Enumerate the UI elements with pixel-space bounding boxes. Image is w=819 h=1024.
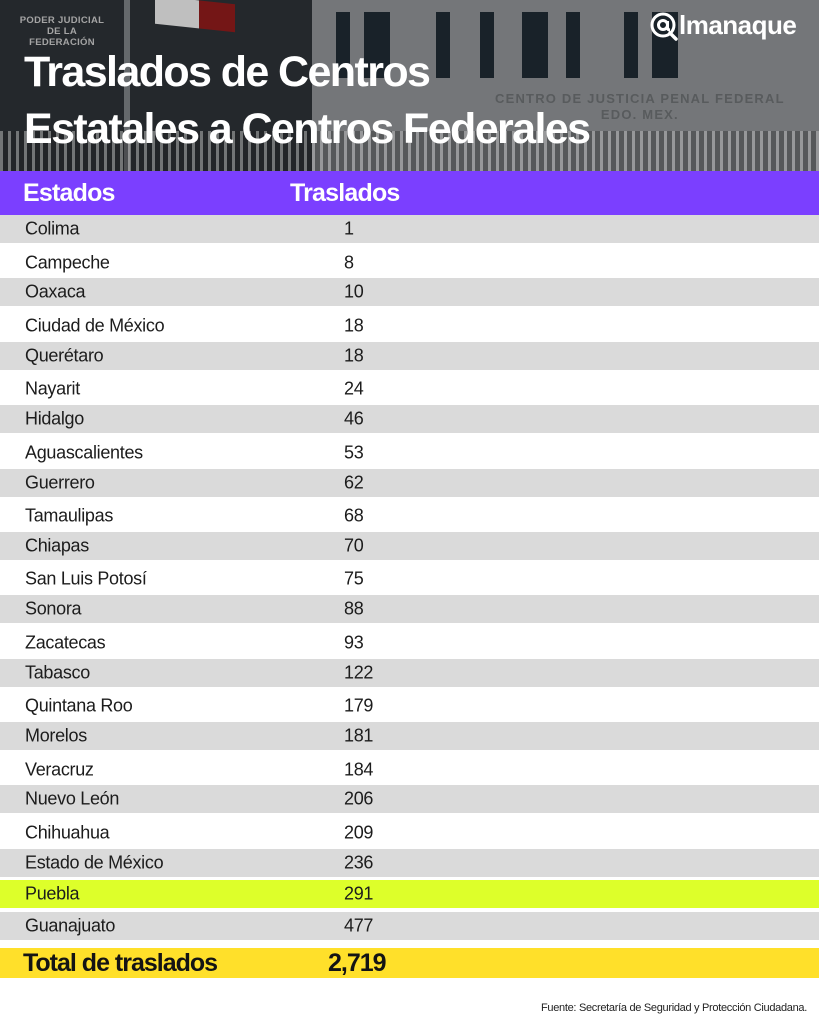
state-name: Quintana Roo [25, 695, 133, 716]
table-row: Hidalgo 46 [0, 405, 819, 434]
table-row: Veracruz 184 [0, 753, 819, 786]
transfer-count: 70 [344, 535, 364, 556]
transfer-count: 206 [344, 788, 374, 809]
state-name: Veracruz [25, 759, 94, 780]
state-name: Querétaro [25, 345, 104, 366]
table-row: Guerrero 62 [0, 468, 819, 497]
table-row: Tamaulipas 68 [0, 500, 819, 532]
state-name: Tabasco [25, 662, 90, 683]
state-name: Guanajuato [25, 915, 116, 936]
state-name: Puebla [25, 883, 80, 904]
table-row: Colima 1 [0, 215, 819, 243]
state-name: Zacatecas [25, 632, 106, 653]
transfer-count: 10 [344, 281, 364, 302]
column-header-estados: Estados [23, 179, 115, 207]
state-name: Sonora [25, 598, 82, 619]
total-label: Total de traslados [23, 949, 218, 977]
table-row: Puebla 291 [0, 880, 819, 909]
table-row: Morelos 181 [0, 722, 819, 750]
state-name: Tamaulipas [25, 505, 114, 526]
state-name: Nayarit [25, 378, 80, 399]
transfer-count: 209 [344, 822, 374, 843]
transfer-count: 53 [344, 442, 364, 463]
table-row: Nayarit 24 [0, 373, 819, 406]
table-row: Guanajuato 477 [0, 912, 819, 941]
transfer-count: 24 [344, 378, 364, 399]
table-row: Campeche 8 [0, 246, 819, 279]
source-note: Fuente: Secretaría de Seguridad y Protec… [540, 1002, 807, 1014]
flag-pole [124, 0, 130, 171]
table-row: Chiapas 70 [0, 531, 819, 560]
transfer-count: 477 [344, 915, 374, 936]
transfer-count: 18 [344, 345, 364, 366]
state-name: Ciudad de México [25, 315, 165, 336]
state-name: Campeche [25, 252, 110, 273]
sign-poder-judicial: PODER JUDICIAL DE LA FEDERACIÓN [19, 15, 105, 48]
table-row: Quintana Roo 179 [0, 690, 819, 722]
transfer-count: 68 [344, 505, 364, 526]
column-header-traslados: Traslados [290, 179, 400, 207]
transfer-count: 88 [344, 598, 364, 619]
fence [0, 131, 819, 171]
state-name: Nuevo León [25, 788, 120, 809]
title-line-1: Traslados de Centros [24, 48, 431, 96]
transfer-count: 1 [344, 218, 354, 239]
transfer-count: 93 [344, 632, 364, 653]
table-row: Oaxaca 10 [0, 278, 819, 307]
brand-name: lmanaque [679, 10, 797, 40]
state-name: Chihuahua [25, 822, 110, 843]
table-row: Querétaro 18 [0, 341, 819, 370]
header-photo: PODER JUDICIAL DE LA FEDERACIÓN CENTRO D… [0, 0, 819, 171]
transfer-count: 236 [344, 852, 374, 873]
brand-logo: lmanaque [650, 10, 797, 41]
transfer-count: 18 [344, 315, 364, 336]
table-row: Tabasco 122 [0, 658, 819, 687]
state-name: San Luis Potosí [25, 568, 147, 589]
table-row: Estado de México 236 [0, 848, 819, 877]
table-row: Zacatecas 93 [0, 626, 819, 659]
transfer-count: 179 [344, 695, 374, 716]
table-row: Chihuahua 209 [0, 817, 819, 849]
state-name: Colima [25, 218, 80, 239]
state-name: Morelos [25, 725, 87, 746]
table-row: Aguascalientes 53 [0, 436, 819, 469]
state-name: Chiapas [25, 535, 89, 556]
total-value: 2,719 [328, 949, 387, 977]
table-row: Ciudad de México 18 [0, 310, 819, 342]
state-name: Oaxaca [25, 281, 86, 302]
transfer-count: 181 [344, 725, 374, 746]
table-body: Colima 1 Campeche 8 Oaxaca 10 Ciudad de México… [0, 215, 819, 944]
at-magnifier-icon [650, 12, 678, 41]
total-row: Total de traslados 2,719 [0, 948, 819, 978]
transfer-count: 46 [344, 408, 364, 429]
transfer-count: 122 [344, 662, 374, 683]
table-row: San Luis Potosí 75 [0, 563, 819, 596]
transfer-count: 75 [344, 568, 364, 589]
transfer-count: 291 [344, 883, 374, 904]
state-name: Estado de México [25, 852, 164, 873]
table-header: Estados Traslados [0, 171, 819, 215]
transfer-count: 8 [344, 252, 354, 273]
transfer-count: 184 [344, 759, 374, 780]
table-row: Nuevo León 206 [0, 785, 819, 814]
sign-centro-justicia: CENTRO DE JUSTICIA PENAL FEDERAL EDO. ME… [495, 91, 785, 122]
state-name: Hidalgo [25, 408, 84, 429]
transfer-count: 62 [344, 472, 364, 492]
page-title: Traslados de Centros Estatales a Centros… [24, 44, 591, 158]
state-name: Aguascalientes [25, 442, 143, 463]
title-line-2: Estatales a Centros Federales [24, 105, 591, 153]
table-row: Sonora 88 [0, 595, 819, 624]
state-name: Guerrero [25, 472, 95, 492]
